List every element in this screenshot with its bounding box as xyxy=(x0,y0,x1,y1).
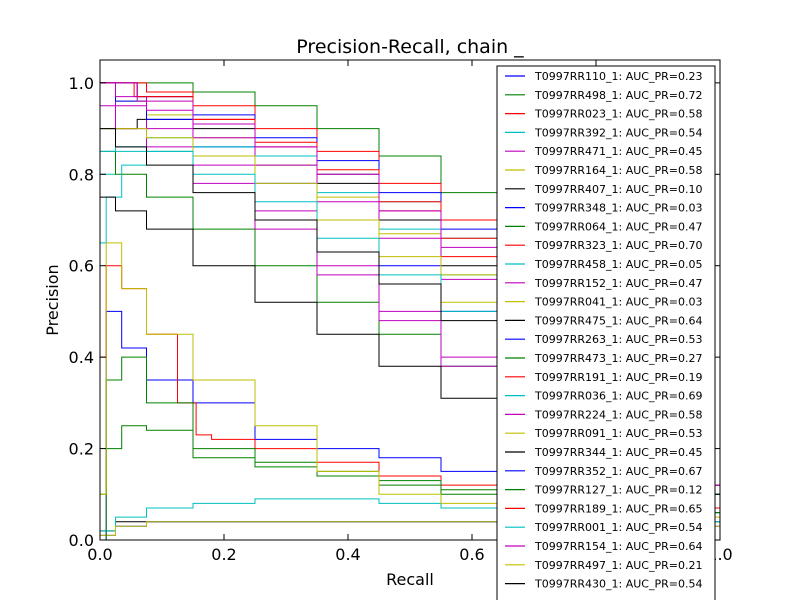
legend-entry-label: T0997RR473_1: AUC_PR=0.27 xyxy=(534,352,702,365)
y-tick-label: 0.2 xyxy=(69,440,94,459)
legend-entry-label: T0997RR191_1: AUC_PR=0.19 xyxy=(534,371,702,384)
x-tick-label: 0.0 xyxy=(87,545,112,564)
legend-entry-label: T0997RR344_1: AUC_PR=0.45 xyxy=(534,446,702,459)
legend-entry-label: T0997RR041_1: AUC_PR=0.03 xyxy=(534,296,702,309)
y-tick-label: 0.0 xyxy=(69,531,94,550)
y-tick-label: 0.6 xyxy=(69,257,94,276)
legend-entry-label: T0997RR036_1: AUC_PR=0.69 xyxy=(534,390,702,403)
x-tick-label: 0.4 xyxy=(335,545,360,564)
legend-entry-label: T0997RR497_1: AUC_PR=0.21 xyxy=(534,559,702,572)
legend-entry-label: T0997RR263_1: AUC_PR=0.53 xyxy=(534,333,702,346)
legend-entry-label: T0997RR407_1: AUC_PR=0.10 xyxy=(534,183,702,196)
y-tick-label: 0.4 xyxy=(69,348,94,367)
legend-entry-label: T0997RR458_1: AUC_PR=0.05 xyxy=(534,258,702,271)
legend-entry-label: T0997RR352_1: AUC_PR=0.67 xyxy=(534,465,702,478)
x-axis-label: Recall xyxy=(386,570,434,589)
legend-entry-label: T0997RR164_1: AUC_PR=0.58 xyxy=(534,164,702,177)
axes-frame xyxy=(99,59,721,541)
legend-entry-label: T0997RR323_1: AUC_PR=0.70 xyxy=(534,239,702,252)
legend: T0997RR110_1: AUC_PR=0.23 T0997RR498_1: A… xyxy=(496,65,716,600)
legend-entry-label: T0997RR110_1: AUC_PR=0.23 xyxy=(534,70,702,83)
legend-frame xyxy=(496,65,716,600)
y-axis-label: Precision xyxy=(43,264,62,335)
y-tick-label: 1.0 xyxy=(69,74,94,93)
legend-entry-label: T0997RR001_1: AUC_PR=0.54 xyxy=(534,521,702,534)
x-tick-label: 0.6 xyxy=(459,545,484,564)
legend-entry-label: T0997RR475_1: AUC_PR=0.64 xyxy=(534,314,702,327)
legend-entry-label: T0997RR064_1: AUC_PR=0.47 xyxy=(534,220,702,233)
chart-title: Precision-Recall, chain _ xyxy=(296,36,524,58)
legend-entry-label: T0997RR348_1: AUC_PR=0.03 xyxy=(534,202,702,215)
legend-entry-label: T0997RR127_1: AUC_PR=0.12 xyxy=(534,484,702,497)
legend-entry-label: T0997RR091_1: AUC_PR=0.53 xyxy=(534,427,702,440)
legend-entry-label: T0997RR224_1: AUC_PR=0.58 xyxy=(534,408,702,421)
legend-entry-label: T0997RR154_1: AUC_PR=0.64 xyxy=(534,540,702,553)
legend-entry-label: T0997RR392_1: AUC_PR=0.54 xyxy=(534,126,702,139)
legend-entry-label: T0997RR189_1: AUC_PR=0.65 xyxy=(534,502,702,515)
y-tick-label: 0.8 xyxy=(69,165,94,184)
legend-entry-label: T0997RR498_1: AUC_PR=0.72 xyxy=(534,89,702,102)
legend-entry-label: T0997RR023_1: AUC_PR=0.58 xyxy=(534,108,702,121)
x-tick-label: 0.2 xyxy=(211,545,236,564)
legend-entry-label: T0997RR152_1: AUC_PR=0.47 xyxy=(534,277,702,290)
legend-entry-label: T0997RR471_1: AUC_PR=0.45 xyxy=(534,145,702,158)
legend-entry-label: T0997RR430_1: AUC_PR=0.54 xyxy=(534,578,702,591)
